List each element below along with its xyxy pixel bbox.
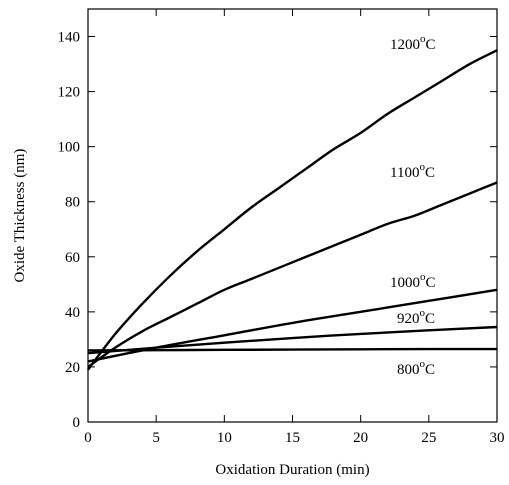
- y-axis-title: Oxide Thickness (nm): [12, 149, 28, 283]
- series-label-value: 800: [397, 362, 420, 378]
- series-label-degree: o: [420, 307, 426, 319]
- series-lines: [87, 49, 498, 371]
- y-tick-label: 20: [65, 360, 80, 376]
- series-label-value: 1200: [390, 37, 420, 53]
- y-tick-label: 40: [65, 305, 80, 321]
- series-label-1000: 1000oC: [390, 271, 436, 291]
- ticks-group: 0 5 10 15 20 25 30 0 20 40 60 80 100 120 140: [58, 9, 505, 446]
- series-label-1200: 1200oC: [390, 33, 436, 53]
- y-tick-label: 140: [58, 30, 81, 46]
- x-tick-label: 5: [152, 430, 160, 446]
- series-label-degree: o: [419, 161, 425, 173]
- series-label-degree: o: [420, 33, 426, 45]
- series-label-unit: C: [425, 165, 435, 181]
- series-label-unit: C: [426, 37, 436, 53]
- y-tick-label: 80: [65, 195, 80, 211]
- series-line-920: [87, 325, 498, 355]
- x-tick-label: 20: [353, 430, 368, 446]
- x-tick-label: 25: [421, 430, 436, 446]
- x-tick-label: 15: [285, 430, 300, 446]
- series-label-degree: o: [420, 271, 426, 283]
- series-line-800: [87, 347, 498, 352]
- x-tick-label: 10: [217, 430, 232, 446]
- y-tick-label: 0: [73, 415, 81, 431]
- plot-frame-group: [87, 8, 498, 423]
- x-tick-label: 30: [490, 430, 505, 446]
- series-label-value: 1100: [390, 165, 419, 181]
- series-label-unit: C: [425, 362, 435, 378]
- y-tick-label: 100: [58, 140, 81, 156]
- series-label-degree: o: [420, 358, 426, 370]
- series-label-800: 800oC: [397, 358, 435, 378]
- series-label-value: 920: [397, 311, 420, 327]
- series-line-1100: [87, 181, 498, 368]
- series-label-920: 920oC: [397, 307, 435, 327]
- series-label-unit: C: [425, 311, 435, 327]
- series-label-1100: 1100oC: [390, 161, 435, 181]
- series-label-value: 1000: [390, 275, 420, 291]
- series-label-unit: C: [426, 275, 436, 291]
- plot-frame: [87, 8, 498, 423]
- series-line-1200: [87, 49, 498, 371]
- y-tick-label: 120: [58, 85, 81, 101]
- x-tick-label: 0: [84, 430, 92, 446]
- x-axis-title: Oxidation Duration (min): [215, 462, 369, 478]
- y-tick-label: 60: [65, 250, 80, 266]
